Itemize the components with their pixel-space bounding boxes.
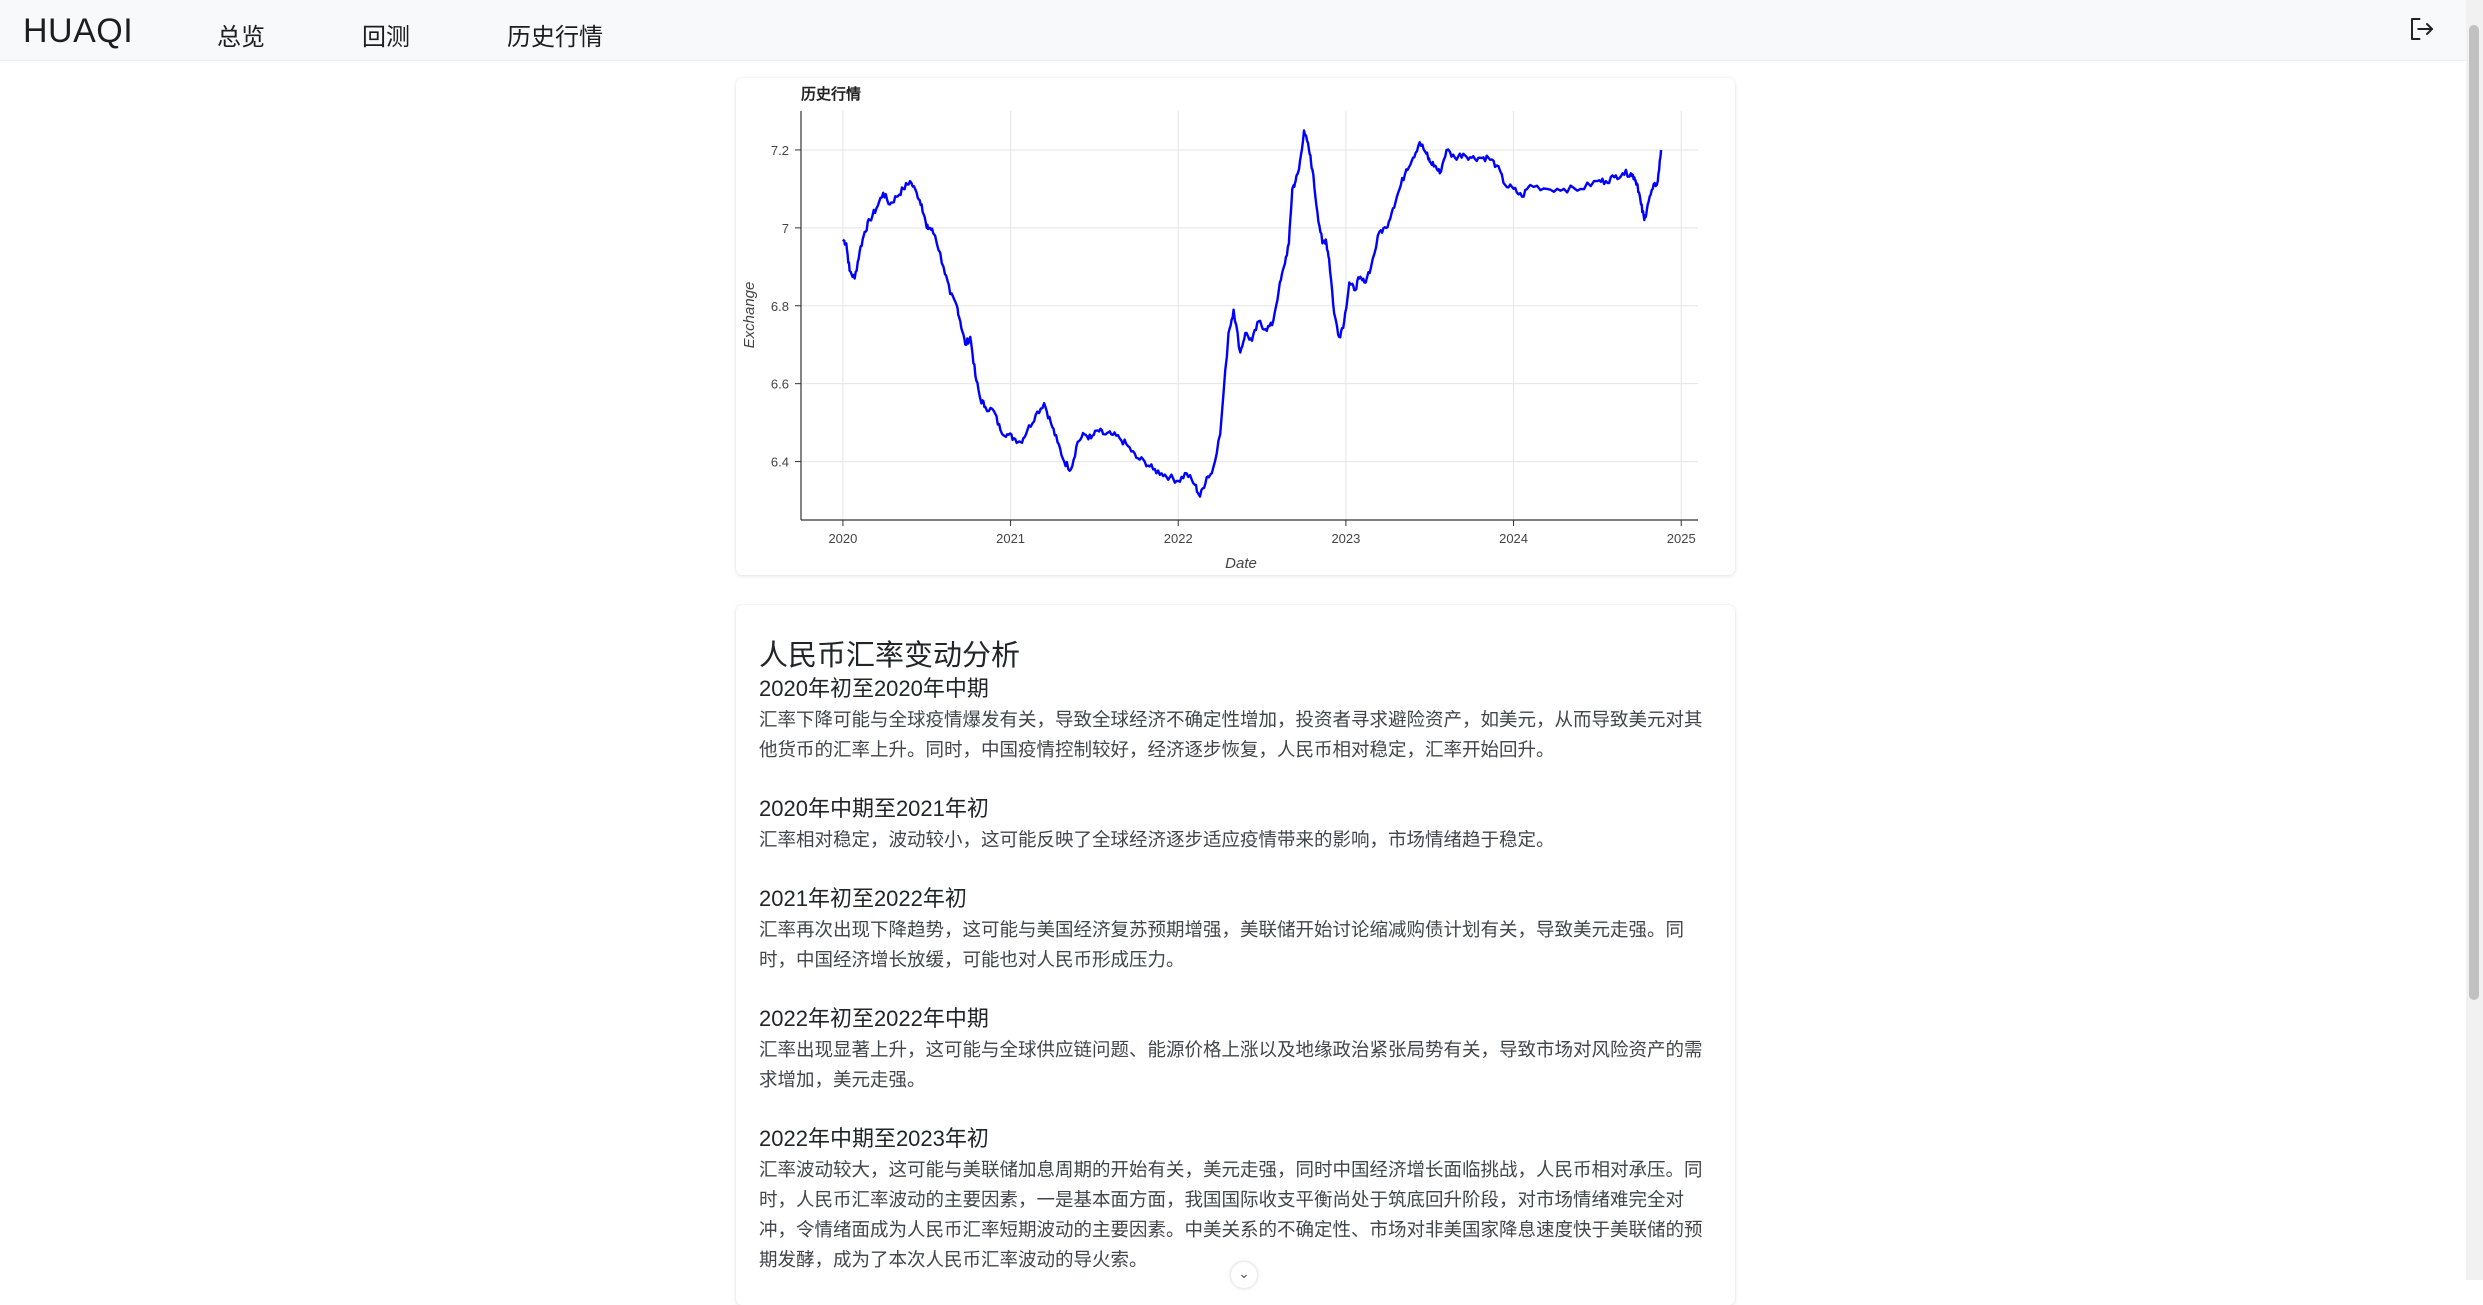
- section-heading: 2022年中期至2023年初: [759, 1126, 989, 1151]
- section-body: 汇率波动较大，这可能与美联储加息周期的开始有关，美元走强，同时中国经济增长面临挑…: [759, 1159, 1703, 1270]
- scrollbar-thumb[interactable]: [2469, 25, 2479, 1000]
- section-body: 汇率相对稳定，波动较小，这可能反映了全球经济逐步适应疫情带来的影响，市场情绪趋于…: [759, 829, 1555, 850]
- logout-icon[interactable]: [2407, 14, 2437, 44]
- section-body: 汇率下降可能与全球疫情爆发有关，导致全球经济不确定性增加，投资者寻求避险资产，如…: [759, 709, 1703, 760]
- top-navbar: HUAQI 总览 回测 历史行情: [0, 0, 2483, 61]
- section-body: 汇率出现显著上升，这可能与全球供应链问题、能源价格上涨以及地缘政治紧张局势有关，…: [759, 1039, 1703, 1090]
- x-axis-label: Date: [1225, 555, 1257, 572]
- chart-card: 历史行情 6.4 6.6 6.8 7 7.2 2020 2021 2022 2023 2024 2…: [736, 78, 1735, 575]
- analysis-section: 2020年中期至2021年初 汇率相对稳定，波动较小，这可能反映了全球经济逐步适…: [759, 793, 1709, 855]
- chart-grid: [801, 111, 1698, 520]
- nav-link-backtest[interactable]: 回测: [362, 24, 410, 51]
- section-body: 汇率再次出现下降趋势，这可能与美国经济复苏预期增强，美联储开始讨论缩减购债计划有…: [759, 919, 1685, 970]
- exchange-rate-chart: 历史行情 6.46.66.877.2 2020 2021 2022 2023 2024 2…: [741, 85, 1698, 572]
- section-heading: 2021年初至2022年初: [759, 886, 967, 911]
- y-axis-ticks: 6.4 6.6 6.8 7 7.2: [771, 143, 801, 470]
- y-tick-label: 6.8: [771, 299, 789, 314]
- analysis-section: 2022年中期至2023年初 汇率波动较大，这可能与美联储加息周期的开始有关，美…: [759, 1123, 1709, 1275]
- analysis-section: 2022年初至2022年中期 汇率出现显著上升，这可能与全球供应链问题、能源价格…: [759, 1003, 1709, 1095]
- nav-link-history[interactable]: 历史行情: [507, 24, 603, 51]
- y-tick-label: 7: [782, 221, 789, 236]
- brand-logo[interactable]: HUAQI: [23, 12, 134, 50]
- analysis-card: 人民币汇率变动分析 2020年初至2020年中期 汇率下降可能与全球疫情爆发有关…: [736, 605, 1735, 1305]
- section-heading: 2022年初至2022年中期: [759, 1006, 989, 1031]
- x-tick-label: 2025: [1667, 531, 1696, 546]
- x-tick-label: 2022: [1164, 531, 1193, 546]
- section-heading: 2020年初至2020年中期: [759, 676, 989, 701]
- page-scrollbar[interactable]: [2466, 0, 2483, 1280]
- x-tick-label: 2020: [828, 531, 857, 546]
- analysis-section: 2020年初至2020年中期 汇率下降可能与全球疫情爆发有关，导致全球经济不确定…: [759, 673, 1709, 765]
- x-tick-label: 2021: [996, 531, 1025, 546]
- analysis-title: 人民币汇率变动分析: [759, 640, 1021, 672]
- series-line: [841, 129, 1663, 498]
- chart-title: 历史行情: [801, 85, 861, 103]
- analysis-section: 2021年初至2022年初 汇率再次出现下降趋势，这可能与美国经济复苏预期增强，…: [759, 883, 1709, 975]
- x-tick-label: 2023: [1331, 531, 1360, 546]
- y-tick-label: 7.2: [771, 143, 789, 158]
- y-tick-label: 6.6: [771, 377, 789, 392]
- scroll-down-icon[interactable]: ⌄: [1231, 1262, 1257, 1288]
- y-tick-label: 6.4: [771, 455, 789, 470]
- y-axis-label: Exchange: [741, 282, 758, 349]
- nav-link-overview[interactable]: 总览: [217, 24, 265, 51]
- x-tick-label: 2024: [1499, 531, 1528, 546]
- x-axis-ticks: 2020 2021 2022 2023 2024 2025: [828, 520, 1696, 546]
- section-heading: 2020年中期至2021年初: [759, 796, 989, 821]
